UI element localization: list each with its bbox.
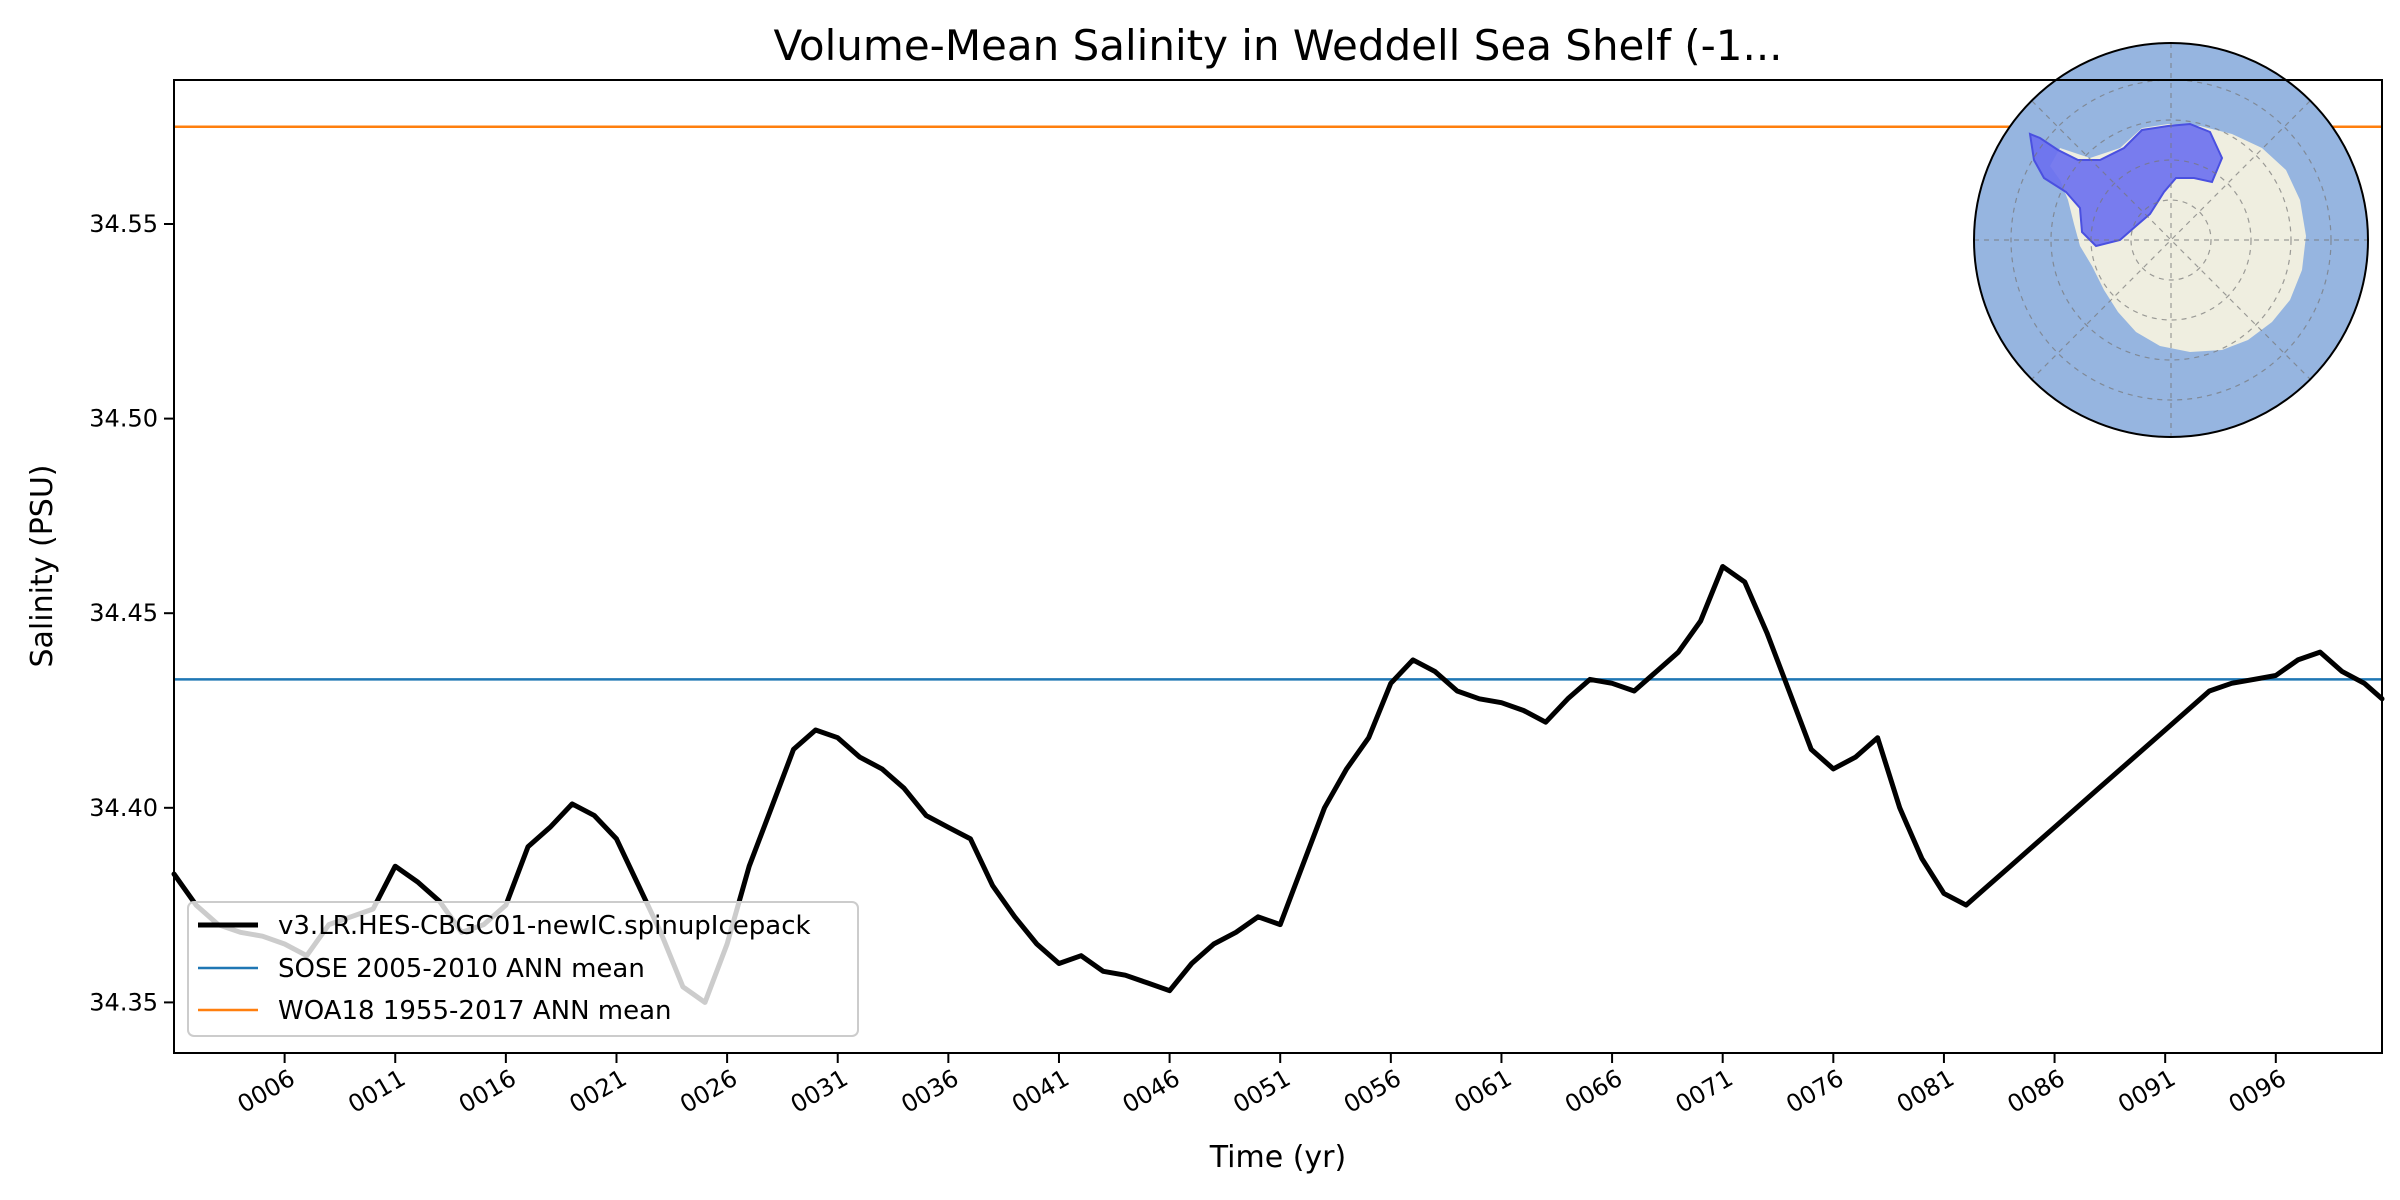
y-tick-label: 34.35 xyxy=(89,988,158,1016)
legend-box xyxy=(187,901,859,1037)
y-tick-label: 34.40 xyxy=(89,794,158,822)
antarctica-region-inset-map xyxy=(1973,42,2369,438)
y-tick-label: 34.55 xyxy=(89,210,158,238)
plot-frame xyxy=(173,79,2383,1054)
inset-border xyxy=(1973,42,2369,438)
legend-label-model: v3.LR.HES-CBGC01-newIC.spinupIcepack xyxy=(278,911,811,941)
chart-title: Volume-Mean Salinity in Weddell Sea Shel… xyxy=(773,21,1782,70)
legend-label-woa18: WOA18 1955-2017 ANN mean xyxy=(278,996,672,1026)
legend: v3.LR.HES-CBGC01-newIC.spinupIcepack SOS… xyxy=(187,901,859,1037)
inset-weddell-shelf-region xyxy=(2028,122,2224,248)
y-tick-label: 34.50 xyxy=(89,405,158,433)
y-tick-label: 34.45 xyxy=(89,599,158,627)
series-line-model xyxy=(171,564,2385,1005)
legend-label-sose: SOSE 2005-2010 ANN mean xyxy=(278,954,645,984)
y-axis: 34.35 34.40 34.45 34.50 34.55 xyxy=(89,210,174,1016)
x-axis-title: Time (yr) xyxy=(1209,1140,1346,1175)
y-axis-title: Salinity (PSU) xyxy=(25,465,60,668)
